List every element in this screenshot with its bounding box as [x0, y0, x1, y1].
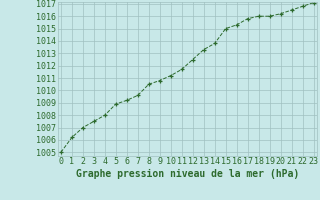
X-axis label: Graphe pression niveau de la mer (hPa): Graphe pression niveau de la mer (hPa): [76, 169, 299, 179]
